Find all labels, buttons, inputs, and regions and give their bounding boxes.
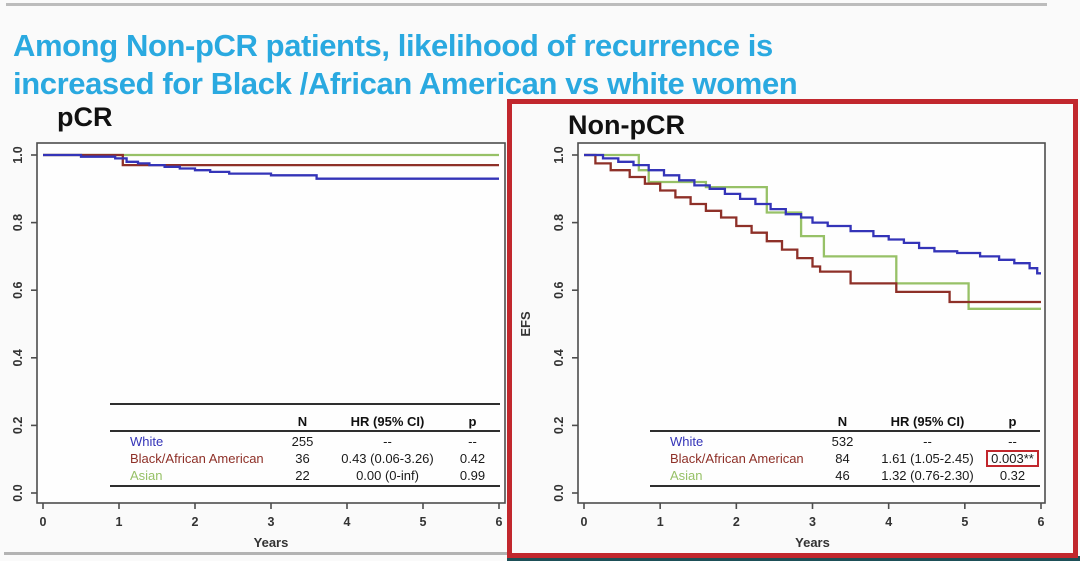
y-tick-label: 0.0 [11, 484, 25, 501]
chart-title-pcr: pCR [57, 102, 113, 132]
stats-n-value: 532 [831, 434, 854, 449]
x-tick-label: 6 [496, 515, 503, 529]
plot-box [36, 142, 506, 504]
stats-table-header-rule [110, 430, 500, 432]
y-tick-label: 0.4 [11, 349, 25, 366]
y-tick-label: 0.8 [552, 214, 566, 231]
stats-p-value: 0.32 [999, 468, 1026, 483]
stats-row-black-african-american: Black/African American 84 1.61 (1.05-2.45)… [650, 450, 1040, 467]
plot-box [577, 142, 1046, 504]
stats-n-value: 36 [295, 451, 310, 466]
stats-n-value: 84 [835, 451, 850, 466]
stats-row-label: Asian [670, 468, 703, 483]
x-axis-label: Years [254, 535, 289, 550]
stats-header-p: p [468, 414, 477, 429]
stats-header-p: p [1008, 414, 1017, 429]
stats-header-hr-95-ci: HR (95% CI) [890, 414, 965, 429]
y-tick-label: 0.4 [552, 349, 566, 366]
stats-row-label: White [670, 434, 704, 449]
stats-table-non-pcr: N HR (95% CI) p White 532 -- -- Black/African A… [650, 406, 1040, 488]
stats-table-header-rule [650, 430, 1040, 432]
stats-table-header-row: N HR (95% CI) p [650, 406, 1040, 429]
curve-white [43, 153, 499, 180]
x-tick-label: 4 [344, 515, 351, 529]
stats-row-asian: Asian 46 1.32 (0.76-2.30) 0.32 [650, 467, 1040, 484]
stats-header-n: N [297, 414, 308, 429]
x-tick-label: 1 [116, 515, 123, 529]
x-tick-label: 3 [268, 515, 275, 529]
stats-row-label: White [130, 434, 164, 449]
stats-p-value: 0.003** [985, 450, 1040, 467]
y-tick-label: 1.0 [11, 146, 25, 163]
y-tick-label: 1.0 [552, 146, 566, 163]
slide-title: Among Non-pCR patients, likelihood of re… [13, 27, 1023, 103]
stats-hr-value: 0.00 (0-inf) [356, 468, 419, 483]
curve-white [584, 153, 1041, 275]
stats-table-pcr: N HR (95% CI) p White 255 -- -- Black/African A… [110, 402, 500, 488]
stats-table-header-row: N HR (95% CI) p [110, 406, 500, 429]
significant-p-highlight-box: 0.003** [986, 450, 1039, 467]
x-axis-label: Years [795, 535, 830, 550]
x-tick-label: 3 [809, 515, 816, 529]
x-tick-label: 0 [581, 515, 588, 529]
stats-hr-value: 1.32 (0.76-2.30) [881, 468, 974, 483]
stats-n-value: 255 [291, 434, 314, 449]
stats-row-label: Asian [130, 468, 163, 483]
stats-hr-value: -- [923, 434, 932, 449]
stats-row-black-african-american: Black/African American 36 0.43 (0.06-3.26)… [110, 450, 500, 467]
stats-hr-value: 0.43 (0.06-3.26) [341, 451, 434, 466]
stats-row-label: Black/African American [130, 451, 264, 466]
stats-n-value: 46 [835, 468, 850, 483]
non-pcr-highlight-box [507, 99, 1078, 558]
footer-accent-bar [507, 556, 1080, 561]
x-tick-label: 2 [192, 515, 199, 529]
y-tick-label: 0.6 [11, 281, 25, 298]
x-tick-label: 1 [657, 515, 664, 529]
y-tick-label: 0.2 [11, 417, 25, 434]
stats-n-value: 22 [295, 468, 310, 483]
stats-hr-value: 1.61 (1.05-2.45) [881, 451, 974, 466]
top-divider-line [6, 3, 1047, 6]
curve-black-african-american [584, 153, 1041, 304]
stats-p-value: 0.99 [459, 468, 486, 483]
x-tick-label: 5 [420, 515, 427, 529]
x-tick-label: 6 [1038, 515, 1045, 529]
stats-table-top-rule [110, 403, 500, 405]
x-tick-label: 4 [885, 515, 892, 529]
stats-p-value: -- [468, 434, 477, 449]
stats-row-white: White 255 -- -- [110, 433, 500, 450]
slide-title-line1: Among Non-pCR patients, likelihood of re… [13, 27, 773, 63]
y-axis-label: EFS [518, 311, 533, 337]
stats-row-label: Black/African American [670, 451, 804, 466]
slide-title-line2: increased for Black /African American vs… [13, 65, 798, 101]
stats-table-bottom-rule [110, 485, 500, 487]
stats-table-bottom-rule [650, 485, 1040, 487]
stats-header-n: N [837, 414, 848, 429]
stats-row-asian: Asian 22 0.00 (0-inf) 0.99 [110, 467, 500, 484]
stats-row-white: White 532 -- -- [650, 433, 1040, 450]
chart-title-non-pcr: Non-pCR [568, 110, 685, 140]
stats-p-value: -- [1008, 434, 1017, 449]
x-tick-label: 5 [961, 515, 968, 529]
bottom-divider-line [4, 552, 508, 555]
stats-header-hr-95-ci: HR (95% CI) [350, 414, 425, 429]
stats-p-value: 0.42 [459, 451, 486, 466]
y-tick-label: 0.6 [552, 281, 566, 298]
y-tick-label: 0.0 [552, 484, 566, 501]
x-tick-label: 0 [40, 515, 47, 529]
curve-black-african-american [43, 153, 499, 167]
stats-hr-value: -- [383, 434, 392, 449]
y-tick-label: 0.2 [552, 417, 566, 434]
x-tick-label: 2 [733, 515, 740, 529]
y-tick-label: 0.8 [11, 214, 25, 231]
curve-asian [584, 153, 1041, 310]
